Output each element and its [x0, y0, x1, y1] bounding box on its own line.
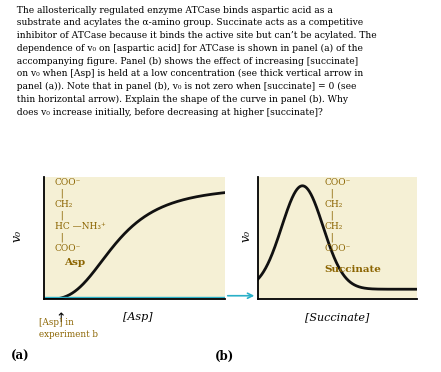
- Text: Asp: Asp: [64, 258, 85, 267]
- Text: COO⁻
  |
CH₂
  |
CH₂
  |
COO⁻: COO⁻ | CH₂ | CH₂ | COO⁻: [325, 178, 351, 253]
- Text: Succinate: Succinate: [325, 265, 381, 274]
- Text: [Asp] in
experiment b: [Asp] in experiment b: [39, 318, 98, 339]
- Text: (b): (b): [215, 350, 235, 363]
- Text: COO⁻
  |
CH₂
  |
HC —NH₃⁺
  |
COO⁻: COO⁻ | CH₂ | HC —NH₃⁺ | COO⁻: [55, 178, 106, 253]
- Text: The allosterically regulated enzyme ATCase binds aspartic acid as a
  substrate : The allosterically regulated enzyme ATCa…: [11, 6, 377, 117]
- Text: v₀: v₀: [10, 230, 23, 242]
- Text: ↑: ↑: [56, 312, 66, 325]
- Text: [Succinate]: [Succinate]: [305, 312, 370, 322]
- Text: [Asp]: [Asp]: [123, 312, 153, 322]
- Text: v₀: v₀: [239, 230, 253, 242]
- Text: (a): (a): [11, 350, 30, 363]
